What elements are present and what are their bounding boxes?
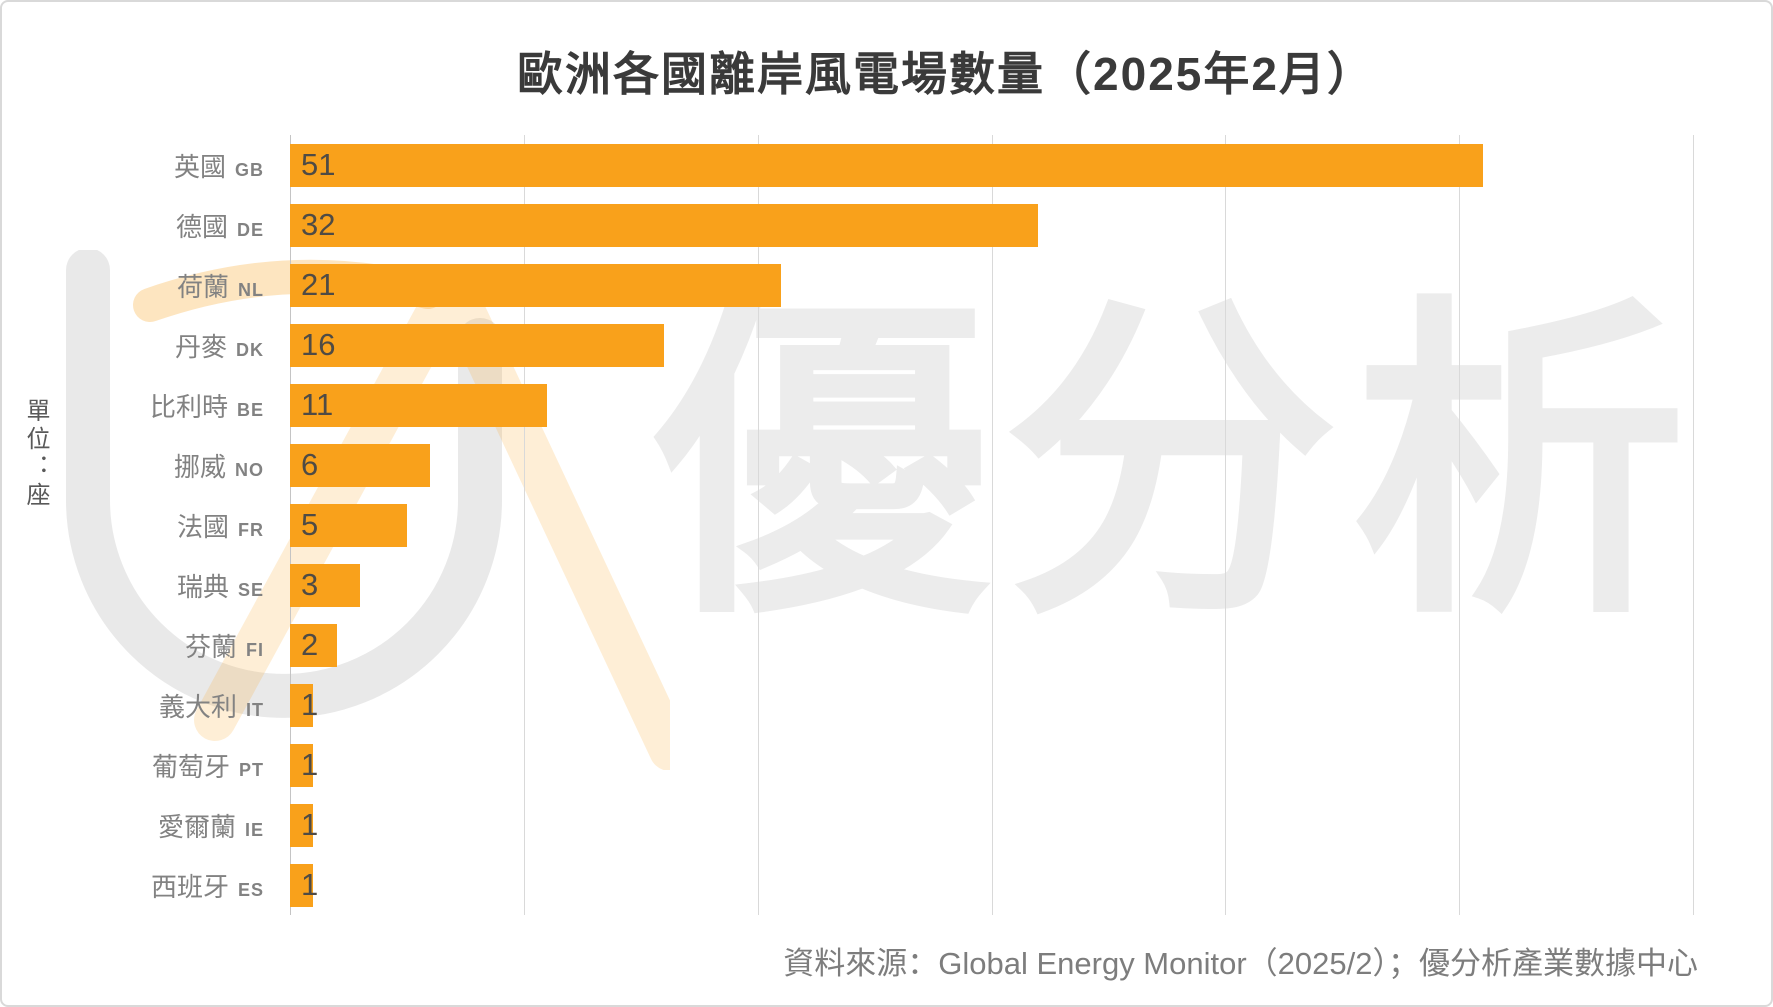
bar: 16 — [290, 323, 665, 367]
value-label: 51 — [301, 147, 336, 182]
y-axis-unit-label: 單位：座 — [22, 398, 49, 510]
country-code: DK — [236, 339, 264, 360]
country-name: 芬蘭 — [184, 631, 237, 662]
country-name: 英國 — [173, 151, 226, 182]
bar-row: 法國 FR 5 — [177, 495, 1693, 555]
country-code: NL — [238, 279, 264, 300]
bar-row: 葡萄牙 PT 1 — [152, 735, 1693, 795]
category-label: 荷蘭 NL — [177, 267, 264, 304]
value-label: 1 — [301, 807, 319, 842]
gridline — [1693, 135, 1694, 915]
bar-row: 瑞典 SE 3 — [177, 555, 1693, 615]
bar: 2 — [290, 623, 337, 667]
bar: 32 — [290, 203, 1039, 247]
bar-row: 芬蘭 FI 2 — [185, 615, 1693, 675]
country-name: 法國 — [176, 511, 229, 542]
bar: 1 — [290, 683, 318, 727]
value-label: 1 — [301, 867, 319, 902]
bar: 1 — [290, 743, 318, 787]
gridline — [757, 135, 759, 915]
bar-rows: 英國 GB 51 德國 DE 32 荷蘭 NL 21 丹麥 DK 16 — [150, 135, 1693, 915]
gridline — [1459, 135, 1461, 915]
country-name: 瑞典 — [176, 571, 229, 602]
category-label: 葡萄牙 PT — [152, 747, 264, 784]
country-name: 比利時 — [149, 391, 228, 422]
value-label: 11 — [301, 387, 334, 422]
bar-row: 英國 GB 51 — [174, 135, 1693, 195]
bar: 51 — [290, 143, 1483, 187]
country-code: SE — [237, 579, 264, 600]
country-code: IE — [244, 819, 264, 840]
bar: 1 — [290, 803, 318, 847]
plot-area: 英國 GB 51 德國 DE 32 荷蘭 NL 21 丹麥 DK 16 — [150, 135, 1694, 915]
country-name: 葡萄牙 — [151, 751, 230, 782]
category-label: 丹麥 DK — [175, 327, 264, 364]
value-label: 21 — [301, 267, 336, 302]
bar-row: 愛爾蘭 IE 1 — [158, 795, 1693, 855]
value-label: 16 — [301, 327, 336, 362]
category-label: 比利時 BE — [150, 387, 264, 424]
country-code: NO — [235, 459, 264, 480]
bar: 21 — [290, 263, 781, 307]
bar-row: 西班牙 ES 1 — [151, 855, 1693, 915]
country-code: ES — [237, 879, 264, 900]
country-name: 愛爾蘭 — [157, 811, 236, 842]
country-code: IT — [246, 699, 264, 720]
bar: 11 — [290, 383, 548, 427]
value-label: 6 — [301, 447, 319, 482]
country-code: BE — [236, 399, 264, 420]
category-label: 芬蘭 FI — [185, 627, 264, 664]
country-code: DE — [236, 219, 264, 240]
source-note: 資料來源：Global Energy Monitor（2025/2）；優分析產業… — [783, 946, 1698, 981]
bar: 6 — [290, 443, 431, 487]
category-label: 法國 FR — [177, 507, 264, 544]
gridline — [523, 135, 525, 915]
country-name: 荷蘭 — [176, 271, 229, 302]
value-label: 1 — [301, 687, 319, 722]
gridline — [1225, 135, 1227, 915]
chart-title: 歐洲各國離岸風電場數量（2025年2月） — [517, 48, 1375, 100]
bar: 5 — [290, 503, 407, 547]
category-label: 德國 DE — [176, 207, 264, 244]
country-code: PT — [238, 759, 264, 780]
bar-row: 比利時 BE 11 — [150, 375, 1693, 435]
bar-row: 德國 DE 32 — [176, 195, 1693, 255]
category-label: 瑞典 SE — [177, 567, 264, 604]
gridline — [991, 135, 993, 915]
value-label: 2 — [301, 627, 319, 662]
country-code: FI — [246, 639, 264, 660]
bar-row: 義大利 IT 1 — [159, 675, 1693, 735]
category-label: 挪威 NO — [174, 447, 264, 484]
bar-row: 挪威 NO 6 — [174, 435, 1693, 495]
category-label: 義大利 IT — [159, 687, 264, 724]
category-label: 愛爾蘭 IE — [158, 807, 264, 844]
category-label: 西班牙 ES — [151, 867, 264, 904]
bar: 3 — [290, 563, 361, 607]
country-name: 義大利 — [158, 691, 237, 722]
bar-row: 荷蘭 NL 21 — [177, 255, 1693, 315]
country-name: 西班牙 — [150, 871, 229, 902]
country-name: 挪威 — [173, 451, 226, 482]
country-code: GB — [235, 159, 264, 180]
bar: 1 — [290, 863, 318, 907]
value-label: 32 — [301, 207, 336, 242]
country-name: 丹麥 — [174, 331, 227, 362]
country-code: FR — [238, 519, 264, 540]
country-name: 德國 — [175, 211, 228, 242]
bar-row: 丹麥 DK 16 — [175, 315, 1693, 375]
value-label: 3 — [301, 567, 319, 602]
value-label: 1 — [301, 747, 319, 782]
category-label: 英國 GB — [174, 147, 264, 184]
value-label: 5 — [301, 507, 319, 542]
